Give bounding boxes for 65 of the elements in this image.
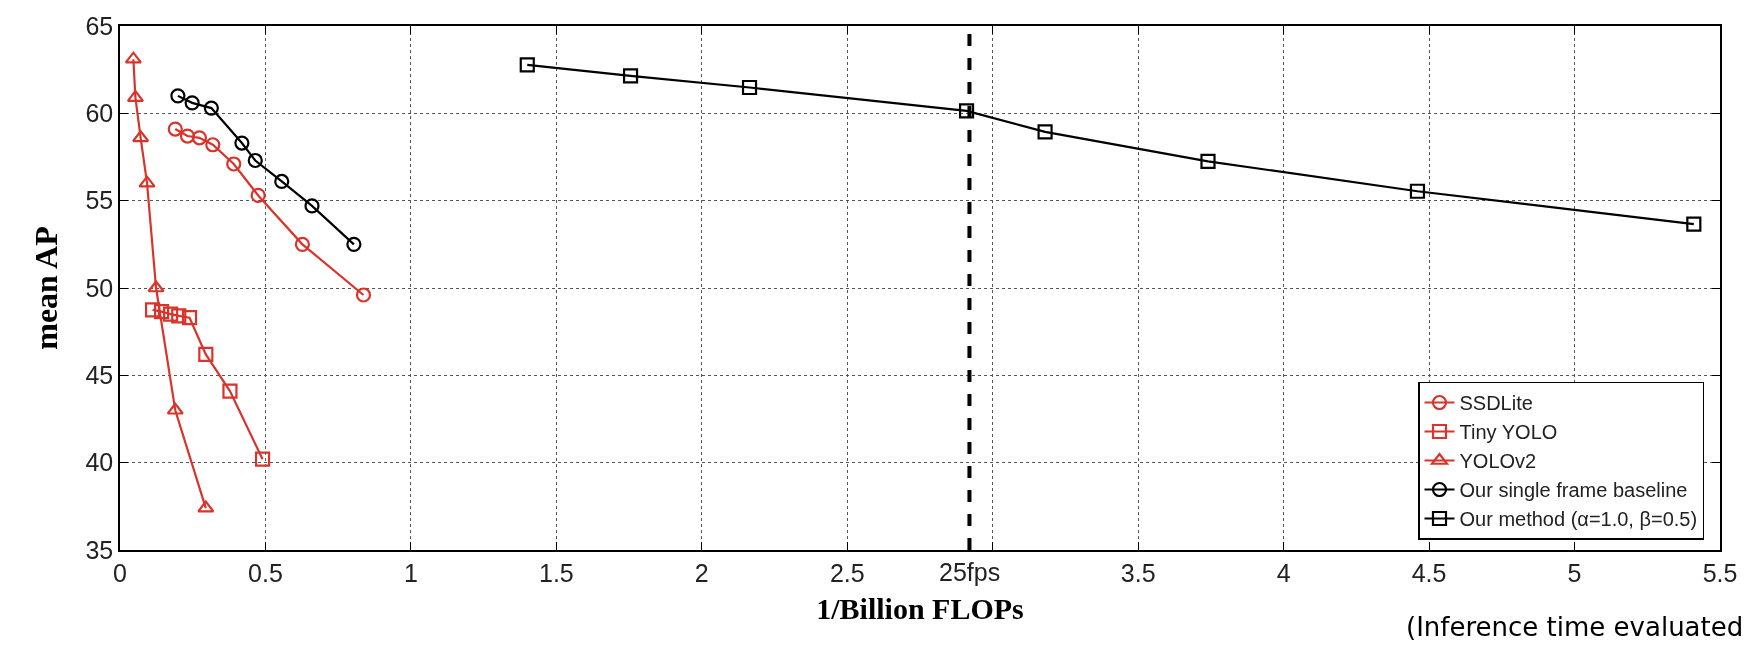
x-axis-title: 1/Billion FLOPs <box>816 591 1024 625</box>
point <box>254 451 271 467</box>
point <box>294 236 310 252</box>
point <box>346 236 362 252</box>
point <box>170 88 186 104</box>
x-tick-label: 5 <box>1567 558 1582 587</box>
x-tick-label: 2 <box>694 558 709 587</box>
text: (Inference time evaluated <box>1406 612 1744 642</box>
point <box>181 310 198 326</box>
point <box>138 175 156 188</box>
y-tick-label: 50 <box>85 273 114 302</box>
point <box>171 308 187 324</box>
point <box>167 121 183 137</box>
legend-label: Our method (α=1.0, β=0.5) <box>1459 508 1698 531</box>
legend-label: Our single frame baseline <box>1459 479 1688 502</box>
y-tick-label: 60 <box>85 99 114 128</box>
point <box>144 302 161 318</box>
point <box>1200 153 1216 169</box>
y-axis-title: mean AP <box>28 226 65 350</box>
point <box>250 187 266 204</box>
x-tick-label: 4 <box>1276 558 1291 587</box>
legend-label: SSDLite <box>1459 392 1533 415</box>
point <box>1409 183 1426 199</box>
point <box>622 68 639 84</box>
point <box>958 103 975 119</box>
point <box>519 57 535 73</box>
x-tick-label: 0 <box>113 558 127 587</box>
x-tick-label: 0.5 <box>248 558 283 587</box>
point <box>741 79 758 96</box>
point <box>132 130 150 143</box>
y-tick-label: 35 <box>85 535 114 564</box>
y-tick-label: 45 <box>85 361 114 390</box>
point <box>304 198 320 214</box>
point <box>147 280 165 293</box>
x-tick-label: 2.5 <box>829 558 865 587</box>
point <box>355 287 372 303</box>
point <box>203 100 219 116</box>
point <box>234 135 250 151</box>
point <box>197 500 215 513</box>
y-tick-label: 40 <box>85 448 114 477</box>
point <box>163 306 179 322</box>
point <box>154 303 170 320</box>
point <box>198 346 214 362</box>
x-tick-label: 1.5 <box>538 558 574 587</box>
point <box>222 383 238 399</box>
point <box>1037 124 1053 140</box>
point <box>1686 216 1702 232</box>
point <box>205 137 221 153</box>
point <box>247 152 263 169</box>
point <box>124 51 142 64</box>
x-tick-label: 1 <box>403 558 418 587</box>
y-tick-label: 55 <box>85 186 114 215</box>
ref-line-label: 25fps <box>939 558 1001 586</box>
x-tick-label: 5.5 <box>1702 558 1738 587</box>
legend-label: Tiny YOLO <box>1459 421 1558 444</box>
point <box>179 128 196 144</box>
x-tick-label: 4.5 <box>1411 558 1447 587</box>
point <box>191 130 208 146</box>
x-tick-label: 3.5 <box>1120 558 1156 587</box>
point <box>226 156 242 172</box>
point <box>184 95 200 111</box>
y-tick-label: 65 <box>85 11 114 40</box>
point <box>274 173 290 190</box>
point <box>166 402 184 415</box>
legend-label: YOLOv2 <box>1459 450 1537 473</box>
